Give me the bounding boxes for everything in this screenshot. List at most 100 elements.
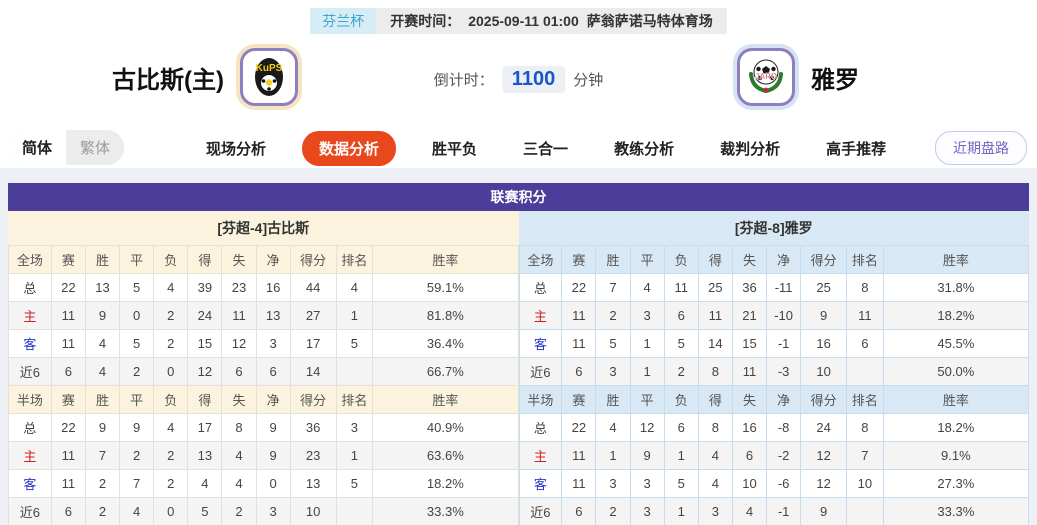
- column-header-cell: 失: [731, 245, 768, 274]
- row-label: 近6: [8, 497, 52, 525]
- jaro-crest-icon: JARO: [749, 59, 783, 93]
- stat-cell: 15: [731, 329, 768, 358]
- stat-cell: 36: [731, 273, 768, 302]
- svg-text:KuPS: KuPS: [256, 63, 283, 74]
- content-area: 联赛积分 [芬超-4]古比斯 全场赛胜平负得失净得分 排名 胜率总 22 13 5 4 39 2…: [0, 168, 1037, 525]
- stat-cell: 4: [187, 469, 223, 498]
- stat-cell: 33.3%: [882, 497, 1030, 525]
- column-header-row: 半场赛胜平负得失净得分 排名 胜率: [518, 385, 1030, 414]
- stat-cell: 25: [800, 273, 848, 302]
- stat-cell: 18.2%: [372, 469, 519, 498]
- row-label: 总: [8, 273, 52, 302]
- stats-row: 主 11 1 9 1 4 6 -2 12 7 9.1%: [518, 441, 1030, 470]
- stat-cell: 9: [84, 301, 121, 330]
- column-header-cell: 净: [766, 245, 802, 274]
- column-header-cell: 胜率: [372, 245, 519, 274]
- home-panel-header: [芬超-4]古比斯: [8, 211, 519, 245]
- stat-cell: 4: [697, 469, 733, 498]
- column-header-cell: 得: [697, 385, 733, 414]
- away-panel-header: [芬超-8]雅罗: [518, 211, 1029, 245]
- stat-cell: 2: [153, 469, 189, 498]
- stat-cell: 6: [663, 413, 699, 442]
- row-label: 主: [518, 441, 563, 470]
- stat-cell: 8: [846, 273, 884, 302]
- stat-cell: 2: [119, 357, 155, 386]
- stat-cell: 6: [663, 301, 699, 330]
- column-header-cell: 负: [153, 385, 189, 414]
- column-header-cell: 平: [119, 385, 155, 414]
- stats-row: 客 11 4 5 2 15 12 3 17 5 36.4%: [8, 329, 519, 358]
- stat-cell: 11: [50, 441, 86, 470]
- stat-cell: 2: [595, 301, 631, 330]
- stat-cell: 36: [289, 413, 337, 442]
- stat-cell: 13: [187, 441, 223, 470]
- away-team-name: 雅罗: [811, 66, 859, 94]
- away-team-logo: JARO: [737, 48, 795, 106]
- stat-cell: 4: [84, 329, 121, 358]
- row-label: 主: [8, 301, 52, 330]
- nav-tab[interactable]: 现场分析: [206, 140, 267, 158]
- nav-tab[interactable]: 胜平负: [432, 140, 478, 158]
- language-option[interactable]: 简体: [8, 130, 67, 165]
- column-header-cell: 赛: [50, 385, 86, 414]
- language-option[interactable]: 繁体: [80, 140, 111, 157]
- column-header-cell: 全场: [518, 245, 563, 274]
- stat-cell: [335, 357, 374, 386]
- stat-cell: 11: [50, 301, 86, 330]
- stat-cell: 11: [50, 469, 86, 498]
- stat-cell: -6: [766, 469, 802, 498]
- stat-cell: 13: [289, 469, 337, 498]
- column-header-cell: 负: [663, 245, 699, 274]
- stat-cell: 22: [561, 273, 597, 302]
- recent-trend-button[interactable]: 近期盘路: [935, 131, 1027, 165]
- column-header-cell: 负: [663, 385, 699, 414]
- stat-cell: 11: [221, 301, 257, 330]
- row-label: 客: [8, 469, 52, 498]
- stat-cell: 16: [255, 273, 291, 302]
- stats-row: 近6 6 2 3 1 3 4 -1 9 33.3%: [518, 497, 1030, 525]
- nav-tab[interactable]: 裁判分析: [720, 140, 781, 158]
- row-label: 客: [8, 329, 52, 358]
- stat-cell: 3: [255, 497, 291, 525]
- stat-cell: -1: [766, 329, 802, 358]
- column-header-cell: 排名: [846, 245, 884, 274]
- stat-cell: 11: [561, 469, 597, 498]
- stat-cell: 16: [800, 329, 848, 358]
- stat-cell: 2: [595, 497, 631, 525]
- stat-cell: 2: [119, 441, 155, 470]
- stat-cell: 23: [221, 273, 257, 302]
- column-header-cell: 赛: [561, 245, 597, 274]
- column-header-cell: 胜率: [882, 245, 1030, 274]
- stat-cell: 22: [561, 413, 597, 442]
- stats-row: 近6 6 3 1 2 8 11 -3 10 50.0%: [518, 357, 1030, 386]
- stats-row: 总 22 9 9 4 17 8 9 36 3 40.9%: [8, 413, 519, 442]
- countdown-value: 1100: [501, 66, 566, 93]
- stat-cell: 9.1%: [882, 441, 1030, 470]
- row-label: 客: [518, 469, 563, 498]
- stat-cell: 8: [221, 413, 257, 442]
- league-badge[interactable]: 芬兰杯: [310, 8, 377, 34]
- stat-cell: [846, 357, 884, 386]
- column-header-cell: 胜率: [882, 385, 1030, 414]
- stat-cell: 31.8%: [882, 273, 1030, 302]
- language-toggle[interactable]: 简体 繁体: [8, 130, 125, 165]
- stat-cell: 9: [119, 413, 155, 442]
- kickoff-time: 2025-09-11 01:00: [468, 13, 579, 29]
- stat-cell: 7: [84, 441, 121, 470]
- nav-tab[interactable]: 三合一: [523, 140, 569, 158]
- stat-cell: 12: [800, 469, 848, 498]
- stat-cell: 1: [629, 329, 665, 358]
- kickoff-info: 开赛时间： 2025-09-11 01:00 萨翁萨诺马特体育场: [376, 8, 727, 34]
- stat-cell: 24: [187, 301, 223, 330]
- column-header-cell: 净: [766, 385, 802, 414]
- nav-tab[interactable]: 教练分析: [614, 140, 675, 158]
- column-header-cell: 半场: [518, 385, 563, 414]
- nav-tab[interactable]: 数据分析: [302, 130, 397, 166]
- nav-tab[interactable]: 高手推荐: [826, 140, 887, 158]
- stat-cell: 18.2%: [882, 301, 1030, 330]
- stat-cell: 12: [629, 413, 665, 442]
- stat-cell: 1: [335, 301, 374, 330]
- column-header-cell: 平: [629, 245, 665, 274]
- stat-cell: 6: [561, 497, 597, 525]
- stat-cell: 0: [153, 357, 189, 386]
